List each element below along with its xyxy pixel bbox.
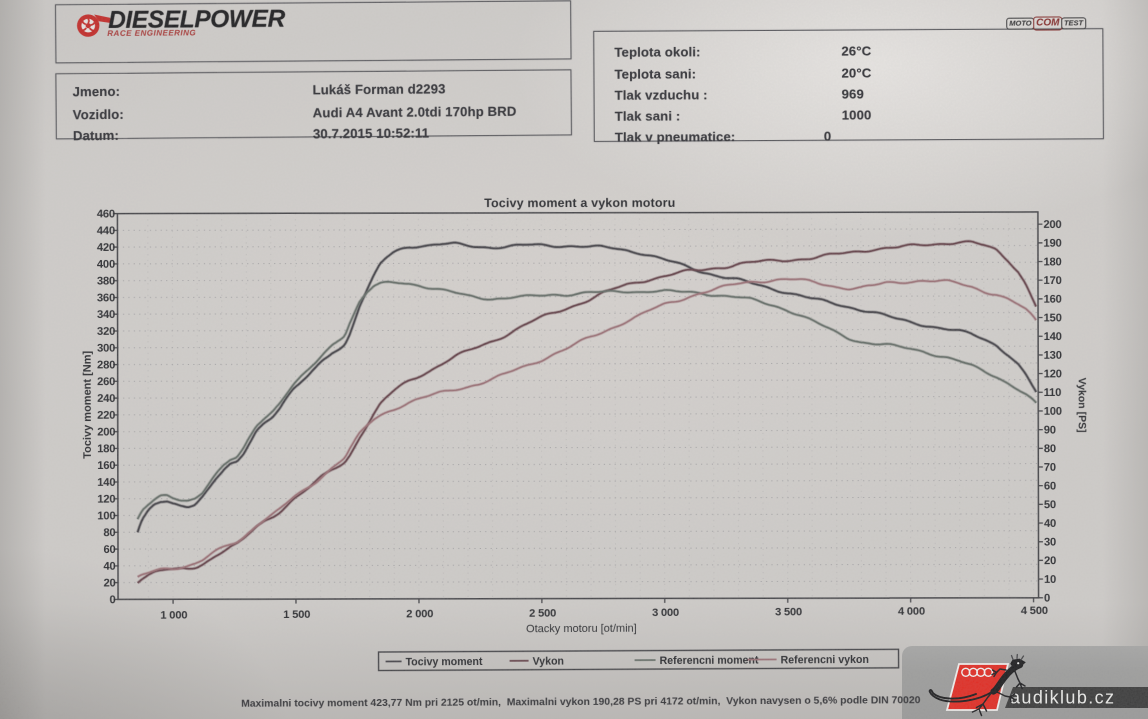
svg-text:audiklub.cz: audiklub.cz — [1010, 688, 1115, 708]
